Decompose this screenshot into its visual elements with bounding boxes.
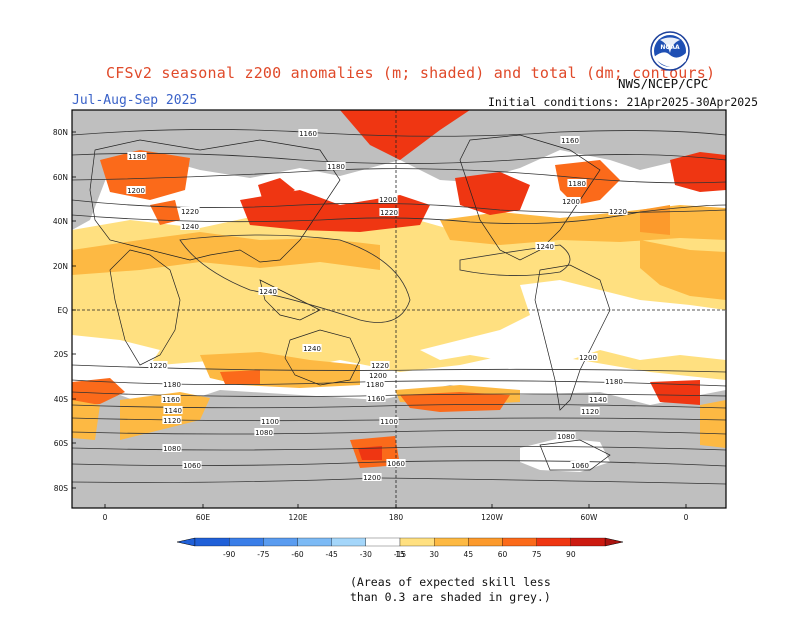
contour-label: 1240 bbox=[181, 223, 199, 231]
colorbar-tick-label: -30 bbox=[360, 550, 372, 559]
contour-label: 1160 bbox=[561, 137, 579, 145]
skill-note-line-1: (Areas of expected skill less bbox=[350, 575, 551, 589]
lat-label: 20N bbox=[53, 262, 68, 271]
lon-label: 0 bbox=[684, 513, 689, 522]
contour-label: 1240 bbox=[259, 288, 277, 296]
longitude-labels: 0 60E 120E 180 120W 60W 0 bbox=[103, 504, 689, 522]
lon-label: 180 bbox=[389, 513, 404, 522]
chart-title: CFSv2 seasonal z200 anomalies (m; shaded… bbox=[106, 64, 716, 82]
colorbar-segment bbox=[570, 537, 606, 547]
contour-label: 1100 bbox=[380, 418, 398, 426]
colorbar-segment bbox=[229, 537, 264, 547]
map-frame bbox=[71, 109, 727, 509]
contour-label: 1060 bbox=[183, 462, 201, 470]
colorbar-tick-label: 30 bbox=[429, 550, 439, 559]
lon-label: 120W bbox=[481, 513, 503, 522]
colorbar-segment bbox=[536, 537, 571, 547]
contour-label: 1180 bbox=[366, 381, 384, 389]
colorbar-tick-label: -75 bbox=[257, 550, 269, 559]
contour-label: 1200 bbox=[369, 372, 387, 380]
contour-label: 1220 bbox=[609, 208, 627, 216]
contour-label: 1100 bbox=[261, 418, 279, 426]
colorbar-tick-label: -90 bbox=[223, 550, 235, 559]
contour-label: 1140 bbox=[164, 407, 182, 415]
colorbar-tick-label: 75 bbox=[532, 550, 542, 559]
lat-label: 60N bbox=[53, 173, 68, 182]
lon-label: 0 bbox=[103, 513, 108, 522]
colorbar-tick-label: -45 bbox=[326, 550, 338, 559]
logo-text: NOAA bbox=[660, 44, 680, 51]
colorbar-tick-label: -60 bbox=[291, 550, 303, 559]
initial-conditions-label: Initial conditions: 21Apr2025-30Apr2025 bbox=[488, 95, 759, 109]
contour-label: 1180 bbox=[163, 381, 181, 389]
contour-label: 1180 bbox=[327, 163, 345, 171]
contour-label: 1080 bbox=[557, 433, 575, 441]
contour-label: 1120 bbox=[163, 417, 181, 425]
lat-label: 20S bbox=[54, 350, 69, 359]
contour-label: 1200 bbox=[579, 354, 597, 362]
contour-label: 1160 bbox=[367, 395, 385, 403]
colorbar-segment bbox=[297, 537, 332, 547]
contour-label: 1240 bbox=[536, 243, 554, 251]
colorbar-segment bbox=[502, 537, 537, 547]
colorbar-segment bbox=[331, 537, 366, 547]
contour-label: 1220 bbox=[380, 209, 398, 217]
contour-label: 1200 bbox=[363, 474, 381, 482]
contour-label: 1200 bbox=[379, 196, 397, 204]
contour-label: 1160 bbox=[299, 130, 317, 138]
lon-label: 120E bbox=[288, 513, 307, 522]
skill-note-line-2: than 0.3 are shaded in grey.) bbox=[350, 590, 551, 604]
season-label: Jul-Aug-Sep 2025 bbox=[72, 93, 198, 108]
lat-label: EQ bbox=[57, 306, 68, 315]
contour-label: 1060 bbox=[571, 462, 589, 470]
colorbar-segment bbox=[365, 537, 401, 547]
contour-label: 1140 bbox=[589, 396, 607, 404]
colorbar-tick-label: -15 bbox=[394, 550, 406, 559]
contour-label: 1200 bbox=[562, 198, 580, 206]
colorbar-segment bbox=[468, 537, 503, 547]
lat-label: 80S bbox=[54, 484, 69, 493]
lat-label: 80N bbox=[53, 128, 68, 137]
colorbar-tick-label: 90 bbox=[566, 550, 576, 559]
colorbar-tick-label: 60 bbox=[498, 550, 508, 559]
colorbar-segment bbox=[399, 537, 435, 547]
coastlines bbox=[89, 134, 611, 471]
contour-label: 1200 bbox=[127, 187, 145, 195]
contour-label: 1080 bbox=[163, 445, 181, 453]
contour-label: 1160 bbox=[162, 396, 180, 404]
colorbar-arrow-right bbox=[604, 537, 624, 547]
latitude-labels: 80N 60N 40N 20N EQ 20S 40S 60S 80S bbox=[53, 128, 76, 493]
skill-note: (Areas of expected skill less than 0.3 a… bbox=[350, 575, 551, 605]
agency-label: NWS/NCEP/CPC bbox=[618, 76, 709, 91]
contour-label: 1220 bbox=[371, 362, 389, 370]
lat-label: 40S bbox=[54, 395, 69, 404]
contour-label: 1060 bbox=[387, 460, 405, 468]
colorbar-segment bbox=[434, 537, 469, 547]
contour-label: 1120 bbox=[581, 408, 599, 416]
colorbar-segment bbox=[263, 537, 298, 547]
colorbar-arrow-left bbox=[176, 537, 196, 547]
contour-label: 1080 bbox=[255, 429, 273, 437]
contour-label: 1180 bbox=[568, 180, 586, 188]
contour-label: 1220 bbox=[149, 362, 167, 370]
colorbar-tick-label: 45 bbox=[464, 550, 474, 559]
contour-label: 1220 bbox=[181, 208, 199, 216]
lat-label: 40N bbox=[53, 217, 68, 226]
contour-label: 1180 bbox=[605, 378, 623, 386]
colorbar-tick-label: 15 bbox=[395, 550, 405, 559]
noaa-logo-icon: NOAA bbox=[650, 31, 690, 71]
contour-label: 1240 bbox=[303, 345, 321, 353]
lon-label: 60E bbox=[196, 513, 211, 522]
lon-label: 60W bbox=[581, 513, 599, 522]
lat-label: 60S bbox=[54, 439, 69, 448]
colorbar-segment bbox=[194, 537, 230, 547]
contour-label: 1180 bbox=[128, 153, 146, 161]
